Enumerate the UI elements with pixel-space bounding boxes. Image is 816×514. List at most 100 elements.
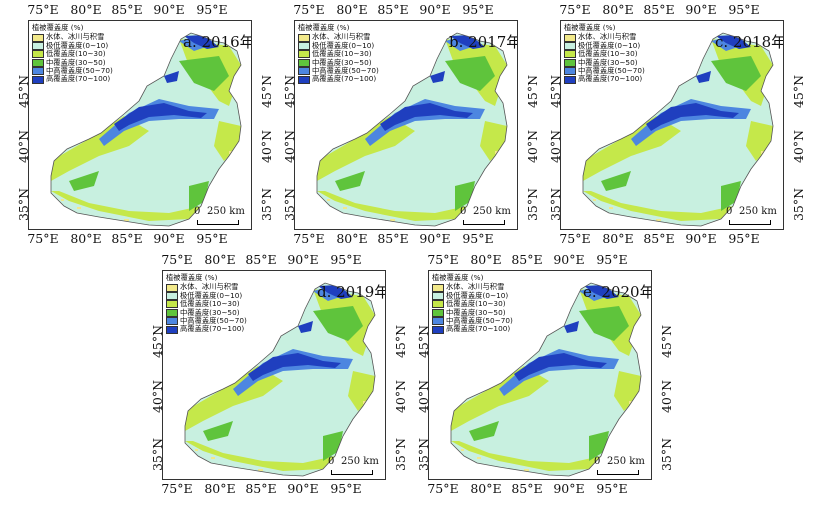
legend-label: 中覆盖度(30~50) [578,57,638,67]
legend-swatch [166,308,178,317]
longitude-tick-top: 95°E [462,2,494,17]
scale-bar [729,220,771,225]
longitude-tick-bottom: 90°E [685,231,717,246]
legend-item: 高覆盖度(70~100) [432,325,513,334]
longitude-tick-top: 80°E [336,2,368,17]
vegetation-map [316,32,508,227]
scale-bar [463,220,505,225]
legend-item: 高覆盖度(70~100) [166,325,247,334]
longitude-tick-top: 80°E [602,2,634,17]
map-frame: 植被覆盖度 (%) 水体、冰川与积雪 极低覆盖度(0~10) 低覆盖度(10~30) 中… [560,20,784,230]
longitude-tick-bottom: 80°E [470,481,502,496]
map-panel: 75°E 80°E 85°E 90°E 95°E 75°E 80°E 85°E 90°E 95°E… [134,250,408,496]
legend-item: 中覆盖度(30~50) [166,307,247,317]
legend-swatch [298,33,310,42]
longitude-tick-top: 80°E [470,252,502,267]
legend-label: 低覆盖度(10~30) [578,49,638,59]
vegetation-map [582,32,774,227]
longitude-tick-top: 95°E [728,2,760,17]
scale-zero: 0 [594,456,601,467]
legend-item: 中覆盖度(30~50) [432,308,513,317]
longitude-tick-bottom: 90°E [287,481,319,496]
longitude-tick-bottom: 80°E [70,231,102,246]
legend-item: 极低覆盖度(0~10) [32,40,113,51]
longitude-tick-bottom: 85°E [245,481,277,496]
legend-item: 水体、冰川与积雪 [166,282,247,292]
longitude-tick-top: 95°E [596,252,628,267]
latitude-tick-right: 45°N [659,324,675,359]
legend-item: 低覆盖度(10~30) [166,299,247,309]
legend-item: 极低覆盖度(0~10) [298,40,379,51]
scale-label: 250 km [341,456,379,467]
legend-swatch [32,58,44,67]
legend-swatch [564,67,576,76]
longitude-tick-top: 75°E [27,2,59,17]
map-panel: 75°E 80°E 85°E 90°E 95°E 75°E 80°E 85°E 90°E 95°E… [532,0,806,246]
legend-swatch [166,300,178,309]
legend-label: 中覆盖度(30~50) [180,307,240,317]
legend-label: 水体、冰川与积雪 [312,32,371,42]
legend-label: 水体、冰川与积雪 [578,32,637,42]
legend-swatch [298,67,310,76]
legend-item: 水体、冰川与积雪 [432,282,513,292]
legend-swatch [432,325,444,334]
longitude-tick-bottom: 95°E [728,231,760,246]
legend-label: 极低覆盖度(0~10) [312,40,375,50]
legend-item: 水体、冰川与积雪 [32,32,113,42]
legend-swatch [32,75,44,84]
legend-label: 中高覆盖度(50~70) [180,316,247,326]
legend-swatch [166,317,178,326]
legend-label: 极低覆盖度(0~10) [46,40,109,50]
longitude-tick-bottom: 75°E [559,231,591,246]
longitude-tick-bottom: 90°E [553,481,585,496]
longitude-tick-top: 90°E [419,2,451,17]
legend-swatch [298,75,310,84]
legend-item: 高覆盖度(70~100) [564,75,645,84]
scale-zero: 0 [726,206,733,217]
longitude-tick-top: 85°E [511,252,543,267]
scale-label: 250 km [607,456,645,467]
legend-label: 高覆盖度(70~100) [312,74,377,84]
scale-label: 250 km [473,206,511,217]
latitude-tick-right: 40°N [659,379,675,414]
map-panel: 75°E 80°E 85°E 90°E 95°E 75°E 80°E 85°E 90°E 95°E… [266,0,540,246]
legend: 植被覆盖度 (%) 水体、冰川与积雪 极低覆盖度(0~10) 低覆盖度(10~30) 中… [166,273,247,334]
latitude-tick-right: 35°N [659,437,675,472]
longitude-tick-bottom: 85°E [111,231,143,246]
legend: 植被覆盖度 (%) 水体、冰川与积雪 极低覆盖度(0~10) 低覆盖度(10~30) 中… [298,23,379,84]
legend-item: 中覆盖度(30~50) [564,57,645,67]
longitude-tick-top: 75°E [427,252,459,267]
legend-label: 中高覆盖度(50~70) [578,66,645,76]
legend-swatch [564,42,576,51]
longitude-tick-top: 95°E [330,252,362,267]
map-frame: 植被覆盖度 (%) 水体、冰川与积雪 极低覆盖度(0~10) 低覆盖度(10~30) 中… [294,20,518,230]
map-frame: 植被覆盖度 (%) 水体、冰川与积雪 极低覆盖度(0~10) 低覆盖度(10~30) 中… [28,20,252,230]
map-panel: 75°E 80°E 85°E 90°E 95°E 75°E 80°E 85°E 90°E 95°E… [0,0,274,246]
legend-item: 中高覆盖度(50~70) [564,66,645,76]
legend-label: 水体、冰川与积雪 [446,282,505,292]
panel-label: d. 2019年 [317,283,386,301]
map-frame: 植被覆盖度 (%) 水体、冰川与积雪 极低覆盖度(0~10) 低覆盖度(10~30) 中… [162,270,386,480]
legend-item: 中高覆盖度(50~70) [166,316,247,326]
legend-item: 极低覆盖度(0~10) [166,291,247,301]
legend-swatch [432,308,444,317]
legend-item: 高覆盖度(70~100) [298,74,379,84]
longitude-tick-top: 90°E [685,2,717,17]
longitude-tick-bottom: 90°E [419,231,451,246]
legend-swatch [298,42,310,51]
longitude-tick-bottom: 80°E [204,481,236,496]
panel-label: a. 2016年 [183,33,252,51]
longitude-tick-bottom: 75°E [293,231,325,246]
legend-swatch [166,283,178,292]
legend-swatch [166,325,178,334]
legend-swatch [298,50,310,59]
legend-swatch [32,67,44,76]
legend-item: 中覆盖度(30~50) [298,58,379,67]
legend-item: 中高覆盖度(50~70) [298,66,379,76]
legend-item: 高覆盖度(70~100) [32,75,113,84]
legend-title: 植被覆盖度 (%) [298,23,350,32]
legend-swatch [432,283,444,292]
longitude-tick-top: 90°E [553,252,585,267]
longitude-tick-top: 80°E [70,2,102,17]
legend-swatch [298,58,310,67]
